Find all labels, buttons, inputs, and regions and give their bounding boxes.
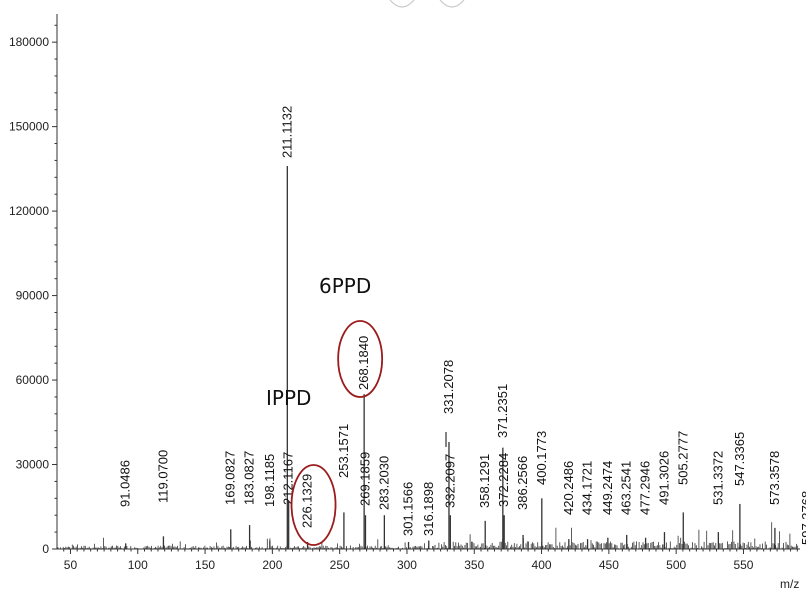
peak-label-91.0486: 91.0486 [118,460,133,507]
circle-ippd [290,464,337,546]
peak-label-358.1291: 358.1291 [477,454,492,508]
peak-labels: 91.0486 119.0700 169.0827 183.0827 198.1185 2… [118,106,806,545]
peak-label-434.1721: 434.1721 [580,461,595,515]
top-decor-arc-left [389,0,415,8]
peak-label-547.3365: 547.3365 [732,432,747,486]
peak-label-332.2097: 332.2097 [442,454,457,508]
peak-label-371.2351: 371.2351 [495,384,510,438]
peak-label-477.2946: 477.2946 [638,461,653,515]
x-axis-unit-label: m/z [780,577,799,591]
x-tick-label: 250 [330,558,350,572]
peak-label-268.1840: 268.1840 [356,336,371,390]
axis-ticks: 50 100 150 200 250 300 350 400 450 500 550 0 30000 60… [9,24,798,572]
y-tick-label: 30000 [16,458,50,472]
annotation-ippd: IPPD [266,386,311,410]
peak-label-269.1859: 269.1859 [357,452,372,506]
x-tick-label: 150 [195,558,215,572]
annotations: IPPD 6PPD [266,274,384,546]
circle-6ppd [337,320,384,398]
x-tick-label: 100 [128,558,148,572]
y-tick-label: 60000 [16,373,50,387]
peak-label-491.3026: 491.3026 [656,451,671,505]
peak-label-463.2541: 463.2541 [619,461,634,515]
x-tick-label: 300 [397,558,417,572]
y-tick-label: 150000 [9,120,49,134]
peak-label-119.0700: 119.0700 [155,450,170,503]
x-tick-label: 450 [599,558,619,572]
x-tick-label: 400 [532,558,552,572]
peak-label-301.1566: 301.1566 [401,482,416,536]
peak-label-283.2030: 283.2030 [376,456,391,510]
peak-label-198.1185: 198.1185 [262,454,277,507]
x-tick-label: 50 [64,558,78,572]
y-tick-label: 180000 [9,35,49,49]
peak-label-400.1773: 400.1773 [534,431,549,485]
y-tick-label: 0 [42,542,49,556]
top-decor-arc-right [439,0,465,8]
x-tick-label: 500 [666,558,686,572]
peak-label-372.2284: 372.2284 [496,453,511,507]
x-tick-label: 550 [733,558,753,572]
spectrum-peaks [125,166,776,549]
peak-label-212.1167: 212.1167 [281,452,296,505]
annotation-6ppd: 6PPD [319,274,371,298]
peak-label-597.3768: 597.3768 [799,491,806,545]
peak-label-386.2566: 386.2566 [515,456,530,510]
y-tick-label: 90000 [16,289,50,303]
peak-label-331.2078: 331.2078 [441,360,456,414]
peak-label-183.0827: 183.0827 [242,451,257,505]
peak-label-169.0827: 169.0827 [223,451,238,505]
peak-label-449.2474: 449.2474 [600,461,615,515]
peak-label-226.1329: 226.1329 [300,474,315,528]
peak-label-420.2486: 420.2486 [561,461,576,515]
y-tick-label: 120000 [9,204,49,218]
peak-label-316.1898: 316.1898 [421,482,436,536]
x-tick-label: 200 [262,558,282,572]
peak-label-211.1132: 211.1132 [279,106,294,158]
peak-label-505.2777: 505.2777 [675,431,690,485]
x-tick-label: 350 [464,558,484,572]
peak-label-531.3372: 531.3372 [710,451,725,505]
peak-label-573.3578: 573.3578 [767,451,782,505]
peak-label-253.1571: 253.1571 [336,424,351,478]
